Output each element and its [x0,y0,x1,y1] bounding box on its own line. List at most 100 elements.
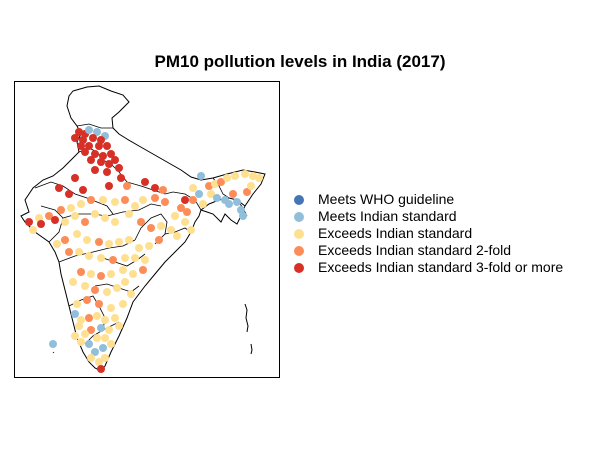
station-marker [87,354,95,362]
station-marker [129,270,137,278]
station-marker [229,190,237,198]
station-marker [71,332,79,340]
state-border-rajasthan [34,181,114,215]
station-marker [173,232,181,240]
station-marker [177,204,185,212]
station-marker [79,186,87,194]
station-marker [51,216,59,224]
station-marker [231,172,239,180]
station-marker [131,202,139,210]
legend-swatch [294,194,304,205]
station-marker [111,314,119,322]
station-marker [189,184,197,192]
station-marker [101,354,109,362]
legend-label: Meets WHO guideline [318,191,455,207]
legend-swatch [294,228,304,239]
station-marker [111,156,119,164]
station-marker [81,282,89,290]
station-marker [135,244,143,252]
station-marker [107,150,115,158]
station-marker [241,170,249,178]
station-marker [45,212,53,220]
legend: Meets WHO guideline Meets Indian standar… [294,191,563,276]
station-marker [119,266,127,274]
station-marker [131,254,139,262]
station-marker [111,218,119,226]
station-marker [225,200,233,208]
state-border-maharashtra [58,239,136,263]
station-marker [161,198,169,206]
station-marker [77,200,85,208]
india-mainland-outline [20,85,266,372]
station-marker [71,174,79,182]
legend-item-meets-who: Meets WHO guideline [294,191,563,208]
state-border-bihar [172,191,202,211]
station-marker [107,340,115,348]
station-marker [195,190,203,198]
station-marker [109,256,117,264]
legend-item-meets-indian: Meets Indian standard [294,208,563,225]
station-marker [111,198,119,206]
station-marker [97,158,105,166]
state-border-gujarat [40,205,64,243]
station-marker [81,330,89,338]
station-marker [85,314,93,322]
station-marker [101,214,109,222]
station-marker [75,248,83,256]
station-marker [147,224,155,232]
station-marker [243,188,251,196]
station-marker [85,252,93,260]
andaman-islands [244,303,253,355]
station-marker [37,220,45,228]
station-marker [197,172,205,180]
station-marker [115,238,123,246]
station-marker [117,174,125,182]
station-marker [239,212,247,220]
station-marker [73,300,81,308]
station-marker [91,210,99,218]
station-marker [83,296,91,304]
station-marker [67,204,75,212]
station-marker [105,240,113,248]
station-marker [233,198,241,206]
station-marker [151,194,159,202]
station-marker [107,304,115,312]
state-border-mp [62,203,162,219]
legend-item-exceeds: Exceeds Indian standard [294,225,563,242]
station-marker [189,196,197,204]
station-marker [75,322,83,330]
station-marker [49,340,57,348]
station-marker [77,142,85,150]
legend-swatch [294,262,304,273]
station-marker [181,218,189,226]
station-marker [87,196,95,204]
station-marker [121,196,129,204]
legend-label: Exceeds Indian standard 2-fold [318,242,512,258]
station-marker [77,338,85,346]
station-marker [107,270,115,278]
station-marker [125,210,133,218]
station-marker [95,238,103,246]
station-marker [99,196,107,204]
station-marker [91,166,99,174]
station-marker [97,272,105,280]
station-marker [105,160,113,168]
legend-item-exceeds-3fold: Exceeds Indian standard 3-fold or more [294,259,563,276]
station-marker [159,186,167,194]
station-marker [55,184,63,192]
map-panel [14,81,280,378]
station-marker [141,178,149,186]
state-borders [34,123,248,345]
station-marker [105,326,113,334]
station-marker [97,324,105,332]
station-marker [115,164,123,172]
station-marker [87,156,95,164]
station-marker [139,266,147,274]
station-marker [57,206,65,214]
station-marker [137,218,145,226]
station-marker [151,184,159,192]
station-marker [95,358,103,366]
station-marker [97,254,105,262]
station-marker [121,278,129,286]
station-marker [183,208,191,216]
